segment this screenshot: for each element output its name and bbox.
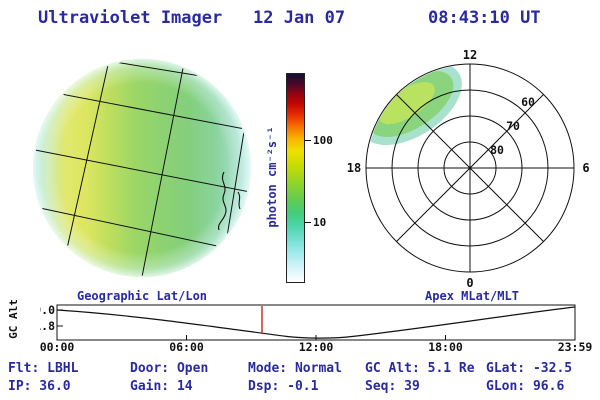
xtick-0600: 06:00 xyxy=(169,340,204,354)
colorbar-tick-10: 10 xyxy=(313,216,327,229)
status-glat: GLat: -32.5 xyxy=(486,361,573,376)
mlt-label-6: 6 xyxy=(582,161,589,175)
disk-image-panel xyxy=(33,59,251,277)
observation-date: 12 Jan 07 xyxy=(253,8,346,28)
colorbar-units-label: photon cm⁻²s⁻¹ xyxy=(265,126,279,228)
observation-time: 08:43:10 UT xyxy=(428,8,541,28)
xtick-2359: 23:59 xyxy=(558,340,592,354)
colorbar-tick-100: 100 xyxy=(313,134,333,147)
disk-caption: Geographic Lat/Lon xyxy=(76,289,208,303)
coastline-trace xyxy=(218,171,241,231)
aurora-patch xyxy=(367,65,462,146)
mlat-label-80: 80 xyxy=(490,143,504,157)
disk-limb-glow xyxy=(33,59,251,277)
status-dsp: Dsp: -0.1 xyxy=(248,379,319,394)
timeseries-ylabel: GC Alt xyxy=(7,299,20,339)
timeseries-panel: 9.0 1.8 00:00 06:00 12:00 18:00 23:59 xyxy=(40,303,592,354)
colorbar-tick-mark-100 xyxy=(305,140,311,141)
timeseries-frame xyxy=(56,304,576,341)
mlt-label-12: 12 xyxy=(463,48,477,62)
app-title: Ultraviolet Imager xyxy=(38,8,223,28)
xtick-1800: 18:00 xyxy=(428,340,463,354)
polar-grid xyxy=(365,63,575,273)
mlt-label-0: 0 xyxy=(466,276,473,290)
ytick-1-8: 1.8 xyxy=(40,319,55,333)
mlat-label-60: 60 xyxy=(521,95,535,109)
status-mode: Mode: Normal xyxy=(248,361,342,376)
status-seq: Seq: 39 xyxy=(365,379,420,394)
xtick-1200: 12:00 xyxy=(299,340,334,354)
polar-plot-panel: 12 18 6 0 60 70 80 xyxy=(347,48,590,290)
mlt-label-18: 18 xyxy=(347,161,361,175)
ytick-9: 9.0 xyxy=(40,303,55,317)
xtick-0000: 00:00 xyxy=(40,340,74,354)
colorbar xyxy=(286,73,305,283)
gc-alt-curve xyxy=(56,306,576,339)
status-door: Door: Open xyxy=(130,361,209,376)
status-gc-alt: GC Alt: 5.1 Re xyxy=(365,361,475,376)
status-flt: Flt: LBHL xyxy=(8,361,79,376)
mlat-label-70: 70 xyxy=(506,119,520,133)
polar-caption: Apex MLat/MLT xyxy=(425,289,519,303)
status-glon: GLon: 96.6 xyxy=(486,379,565,394)
status-gain: Gain: 14 xyxy=(130,379,193,394)
status-ip: IP: 36.0 xyxy=(8,379,71,394)
colorbar-tick-mark-10 xyxy=(305,222,311,223)
